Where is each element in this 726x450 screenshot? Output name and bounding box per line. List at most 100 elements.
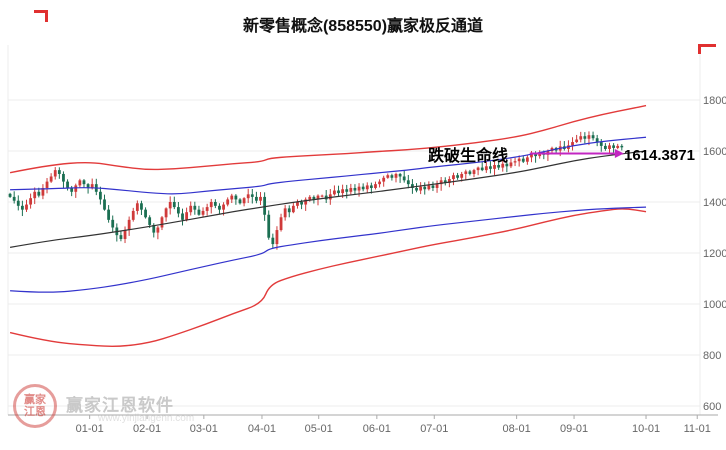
- candle-body: [509, 162, 513, 167]
- candle-body: [587, 135, 591, 139]
- x-axis-label: 07-01: [420, 423, 448, 435]
- candle-body: [476, 167, 480, 171]
- candle-body: [616, 145, 620, 148]
- candle-body: [238, 199, 242, 204]
- candle-body: [612, 145, 615, 148]
- candle-body: [98, 191, 102, 200]
- candle-body: [283, 208, 287, 218]
- candle-body: [365, 185, 369, 190]
- candle-body: [8, 193, 12, 197]
- y-axis-label: 600: [703, 401, 721, 413]
- candle-body: [111, 219, 115, 228]
- candle-body: [90, 184, 94, 188]
- candle-body: [357, 186, 361, 191]
- candle-body: [341, 189, 345, 194]
- candle-body: [394, 173, 398, 178]
- x-axis-label: 09-01: [560, 423, 588, 435]
- candle-body: [452, 175, 455, 180]
- candle-body: [493, 165, 496, 169]
- candle-body: [439, 180, 443, 185]
- channel-lower-blue-line: [10, 206, 647, 293]
- candle-body: [382, 177, 386, 182]
- candle-body: [160, 217, 164, 228]
- candle-body: [250, 194, 254, 197]
- candle-body: [287, 208, 291, 213]
- y-axis-label: 1400: [703, 197, 726, 209]
- seal-text-top: 赢家: [24, 394, 46, 406]
- candle-body: [53, 170, 57, 177]
- candle-body: [168, 202, 172, 209]
- candle-body: [41, 187, 45, 196]
- candle-body: [591, 135, 595, 139]
- candle-body: [390, 175, 394, 178]
- y-axis-label: 1800: [703, 95, 726, 107]
- candle-body: [406, 180, 410, 185]
- candle-body: [505, 163, 509, 167]
- candle-body: [45, 181, 49, 188]
- candle-body: [226, 199, 230, 205]
- candle-body: [419, 186, 423, 191]
- candle-body: [468, 171, 472, 174]
- candle-body: [78, 180, 82, 186]
- y-axis-label: 1200: [703, 248, 726, 260]
- candle-body: [497, 165, 501, 168]
- candle-body: [123, 230, 127, 239]
- candle-body: [447, 179, 451, 183]
- candle-body: [205, 207, 209, 211]
- annotation-arrow-icon: [614, 149, 624, 159]
- red-corner-mark-right: [698, 44, 716, 54]
- candle-body: [193, 205, 197, 210]
- x-axis-label: 06-01: [363, 423, 391, 435]
- candle-body: [361, 186, 365, 190]
- candle-body: [148, 217, 152, 225]
- candle-body: [275, 230, 279, 245]
- candle-body: [279, 217, 283, 231]
- candle-body: [304, 199, 308, 205]
- candle-body: [70, 187, 74, 192]
- candle-body: [271, 237, 275, 245]
- candle-body: [575, 139, 579, 143]
- candle-body: [316, 195, 320, 200]
- candle-body: [259, 196, 262, 201]
- lifeline-break-label: 跌破生命线: [428, 148, 509, 165]
- candle-body: [312, 196, 316, 200]
- candle-body: [12, 196, 16, 201]
- candle-body: [333, 190, 336, 195]
- candle-body: [386, 175, 390, 178]
- last-price-label: 1614.3871: [624, 147, 695, 164]
- candle-body: [189, 205, 193, 213]
- candle-body: [49, 176, 53, 182]
- candle-body: [74, 185, 78, 192]
- candle-body: [291, 205, 295, 213]
- x-axis-label: 05-01: [305, 423, 333, 435]
- candle-body: [308, 196, 312, 200]
- x-axis-label: 03-01: [190, 423, 218, 435]
- candle-body: [242, 198, 246, 204]
- candle-body: [501, 163, 505, 168]
- candle-body: [255, 196, 258, 201]
- candle-body: [140, 203, 143, 210]
- candle-body: [29, 198, 33, 205]
- candle-body: [209, 202, 213, 208]
- channel-upper-blue-line: [10, 136, 647, 195]
- candle-body: [411, 184, 414, 188]
- candle-body: [177, 207, 180, 214]
- y-axis-label: 1000: [703, 299, 726, 311]
- candle-body: [37, 191, 41, 196]
- candle-body: [534, 153, 537, 157]
- candle-body: [156, 227, 160, 233]
- candle-body: [33, 191, 37, 199]
- brand-seal-logo: 赢家 江恩: [13, 384, 57, 428]
- candle-body: [86, 184, 90, 188]
- candle-body: [296, 202, 299, 206]
- candle-body: [300, 202, 303, 205]
- candle-body: [66, 181, 69, 188]
- candle-body: [435, 184, 439, 188]
- candle-body: [222, 204, 225, 210]
- x-axis-label: 10-01: [632, 423, 660, 435]
- candle-body: [201, 210, 205, 215]
- candle-body: [484, 166, 488, 171]
- candle-body: [263, 196, 267, 215]
- candle-body: [369, 185, 373, 188]
